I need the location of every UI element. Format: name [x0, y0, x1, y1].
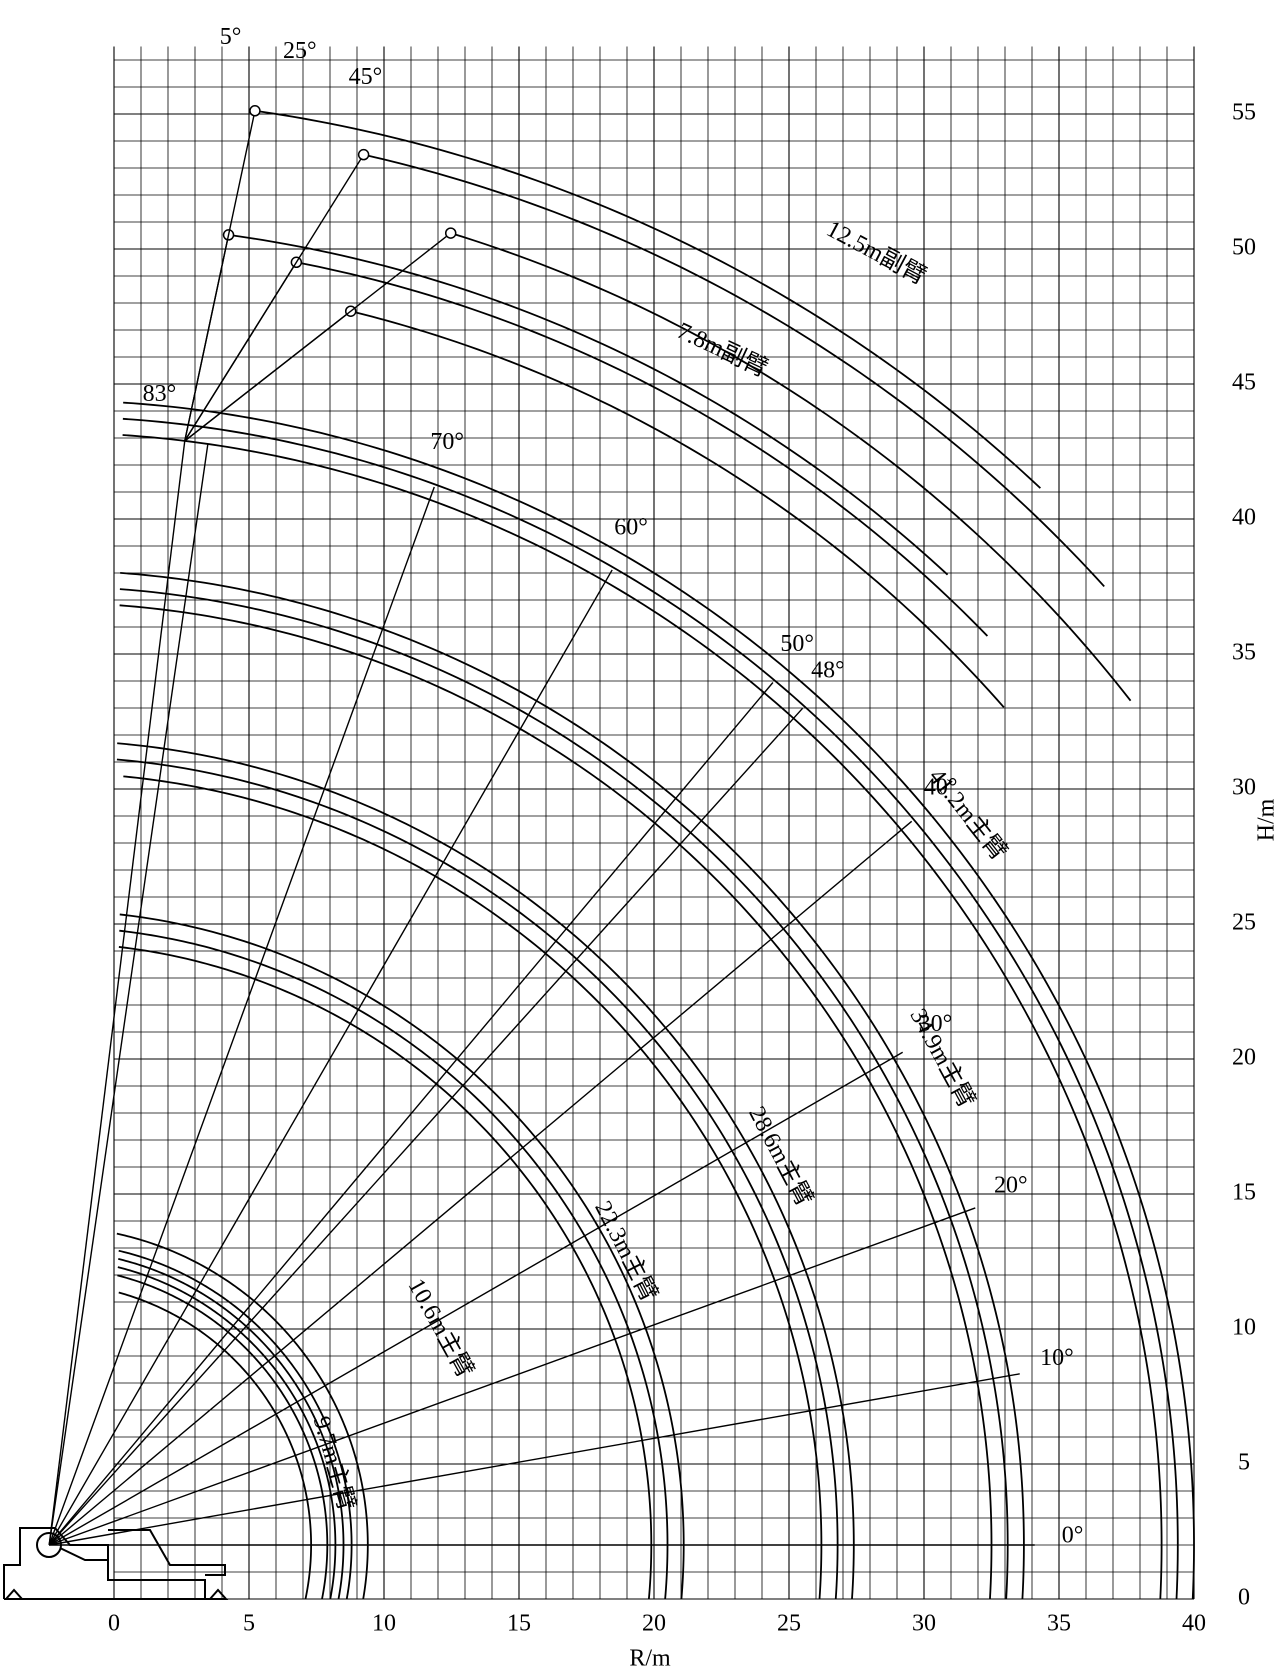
boom-arc — [119, 604, 993, 1600]
x-tick-label: 10 — [372, 1611, 396, 1637]
x-axis-label: R/m — [629, 1646, 671, 1672]
jib-label: 12.5m副臂 — [822, 215, 931, 290]
y-tick-label: 15 — [1232, 1180, 1256, 1206]
boom-arc — [118, 946, 653, 1600]
angle-label: 60° — [614, 515, 648, 541]
x-tick-label: 40 — [1182, 1611, 1206, 1637]
crane-body — [3, 1527, 229, 1600]
boom-arc — [122, 417, 1179, 1600]
angle-line — [48, 486, 435, 1546]
jib-tip — [249, 105, 261, 117]
y-tick-label: 30 — [1232, 775, 1256, 801]
jib-tip — [444, 227, 457, 239]
boom-arc — [119, 913, 685, 1600]
y-tick-label: 25 — [1232, 910, 1256, 936]
jib-offset-label: 45° — [349, 64, 383, 90]
y-tick-label: 10 — [1232, 1315, 1256, 1341]
boom-label: 10.6m主臂 — [402, 1274, 478, 1382]
angle-line — [48, 1207, 976, 1546]
y-tick-label: 55 — [1232, 100, 1256, 126]
boom-arc — [122, 434, 1163, 1600]
main-boom — [48, 443, 209, 1546]
angle-line — [48, 707, 804, 1546]
angle-line — [49, 1373, 1020, 1546]
jib-curve — [296, 261, 989, 637]
x-tick-label: 15 — [507, 1611, 531, 1637]
y-tick-label: 5 — [1238, 1450, 1250, 1476]
jib-curve — [450, 232, 1132, 702]
boom-arc — [120, 571, 1025, 1600]
x-tick-label: 30 — [912, 1611, 936, 1637]
angle-label: 50° — [780, 631, 814, 657]
angle-label: 70° — [430, 429, 464, 455]
y-axis-label: H/m — [1254, 798, 1280, 841]
jib — [184, 232, 452, 442]
boom-arc — [123, 775, 823, 1600]
angle-line — [48, 440, 186, 1546]
angle-line — [48, 820, 913, 1546]
jib — [184, 110, 256, 442]
angle-line — [48, 682, 774, 1546]
x-tick-label: 25 — [777, 1611, 801, 1637]
x-tick-label: 35 — [1047, 1611, 1071, 1637]
boom-arc — [117, 742, 855, 1600]
jib-tip — [357, 148, 370, 161]
jib-offset-label: 25° — [283, 38, 317, 64]
angle-label: 10° — [1040, 1345, 1074, 1371]
boom-arc — [116, 1232, 369, 1600]
angle-label: 0° — [1062, 1523, 1084, 1549]
boom-arc — [119, 588, 1009, 1600]
jib-curve — [363, 153, 1105, 588]
y-tick-label: 35 — [1232, 640, 1256, 666]
angle-label: 20° — [994, 1173, 1028, 1199]
boom-arc — [118, 1258, 345, 1600]
x-tick-label: 0 — [108, 1611, 120, 1637]
x-tick-label: 20 — [642, 1611, 666, 1637]
boom-arc — [118, 1291, 313, 1600]
y-tick-label: 20 — [1232, 1045, 1256, 1071]
angle-line — [48, 1051, 904, 1546]
jib-offset-label: 5° — [220, 24, 242, 50]
boom-arc — [119, 929, 669, 1600]
angle-label: 30° — [919, 1011, 953, 1037]
boom-arc — [117, 1266, 337, 1600]
angle-label: 83° — [143, 381, 177, 407]
jib-curve — [228, 234, 949, 576]
boom-arc — [123, 401, 1195, 1600]
jib-curve — [350, 310, 1005, 708]
boom-arc — [118, 1249, 353, 1600]
jib — [184, 154, 365, 442]
angle-line — [48, 569, 613, 1546]
boom-arc — [116, 758, 839, 1600]
y-tick-label: 0 — [1238, 1585, 1250, 1611]
boom-arc — [117, 1274, 329, 1600]
y-tick-label: 50 — [1232, 235, 1256, 261]
angle-label: 48° — [811, 658, 845, 684]
angle-label: 40° — [924, 774, 958, 800]
y-tick-label: 45 — [1232, 370, 1256, 396]
jib-curve — [254, 109, 1041, 489]
x-tick-label: 5 — [243, 1611, 255, 1637]
y-tick-label: 40 — [1232, 505, 1256, 531]
